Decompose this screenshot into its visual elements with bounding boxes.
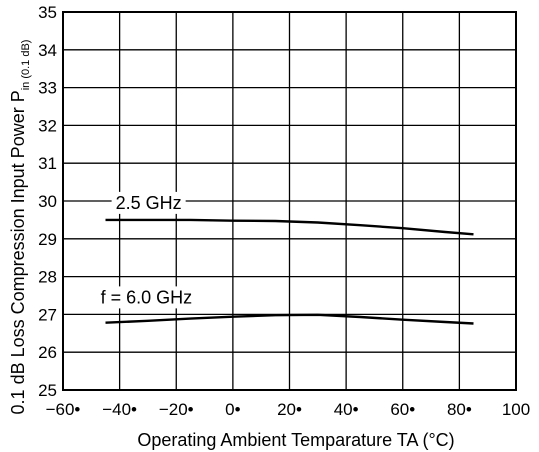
series-layer: 2.5 GHz f = 6.0 GHz: [96, 191, 474, 325]
grid: [62, 11, 517, 391]
x-tick-label: 20•: [277, 400, 302, 419]
x-tick-labels: −60• −40• −20• 0• 20• 40• 60• 80• 100: [46, 400, 531, 419]
y-tick-labels: 25 26 27 28 29 30 31 32 33 34 35: [38, 3, 57, 400]
x-tick-label: 40•: [334, 400, 359, 419]
y-tick-label: 27: [38, 305, 57, 324]
y-tick-label: 25: [38, 381, 57, 400]
y-tick-label: 30: [38, 192, 57, 211]
x-axis-label: Operating Ambient Temparature TA (°C): [137, 430, 454, 450]
y-tick-label: 32: [38, 116, 57, 135]
series-label-1: 2.5 GHz: [116, 193, 182, 213]
x-tick-label: 60•: [390, 400, 415, 419]
y-tick-label: 31: [38, 154, 57, 173]
series-label-2: f = 6.0 GHz: [101, 287, 193, 307]
x-tick-label: 100: [502, 400, 530, 419]
plot-frame: [62, 11, 517, 391]
y-tick-label: 29: [38, 230, 57, 249]
y-tick-label: 34: [38, 41, 57, 60]
y-tick-label: 28: [38, 268, 57, 287]
x-tick-label: −60•: [46, 400, 81, 419]
y-tick-label: 35: [38, 3, 57, 22]
x-tick-label: 80•: [447, 400, 472, 419]
x-tick-label: −40•: [102, 400, 137, 419]
y-axis-label-subscript: in (0.1 dB): [20, 40, 32, 91]
series-label-background: [96, 286, 197, 309]
y-tick-label: 33: [38, 79, 57, 98]
series-line-1: [105, 218, 474, 236]
y-axis-label: 0.1 dB Loss Compression Input Power Pin …: [8, 40, 32, 415]
x-tick-label: 0•: [225, 400, 240, 419]
series-label-background: [111, 191, 186, 214]
y-axis-label-main: 0.1 dB Loss Compression Input Power P: [8, 90, 28, 414]
y-tick-label: 26: [38, 343, 57, 362]
series-line-2: [105, 313, 474, 325]
x-tick-label: −20•: [159, 400, 194, 419]
